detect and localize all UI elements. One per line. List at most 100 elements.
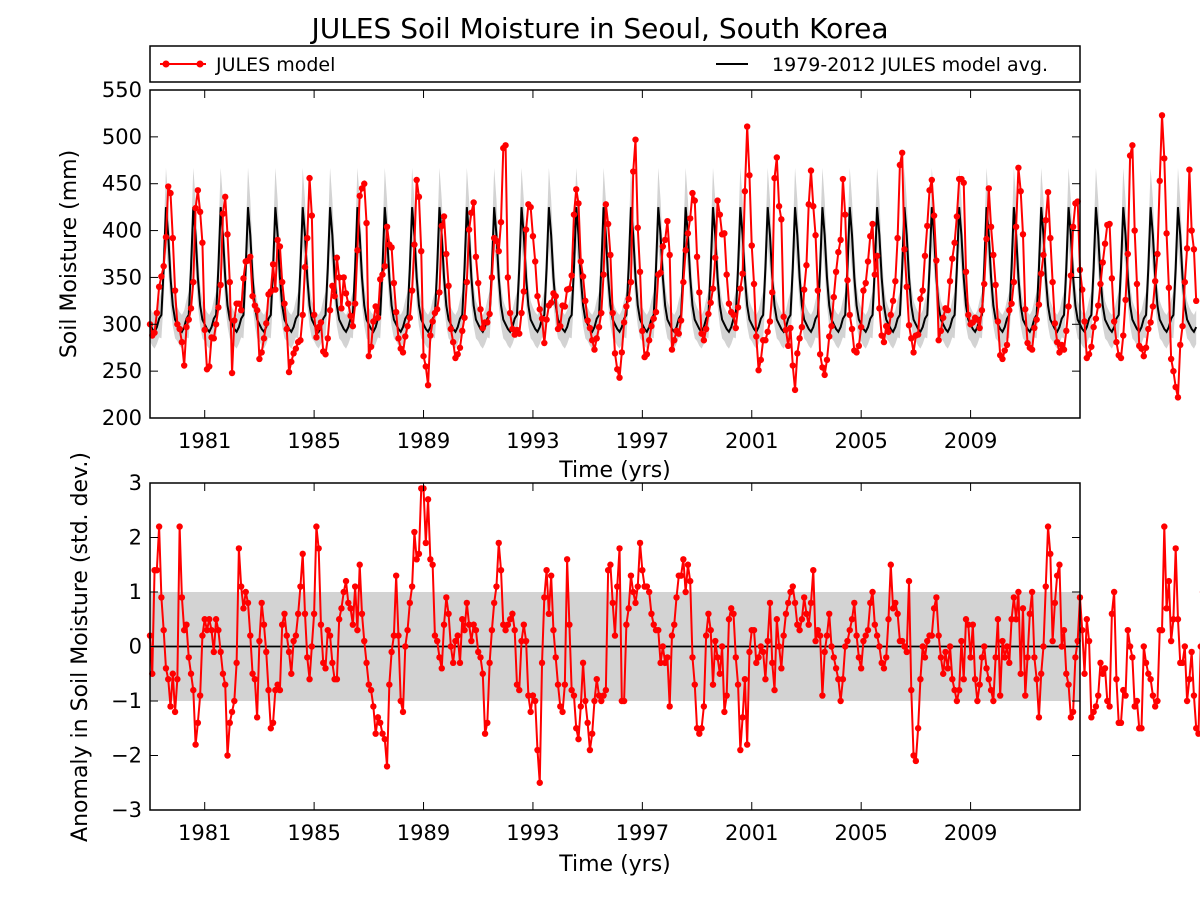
top-model-point <box>285 368 293 376</box>
bottom-model-point <box>155 523 163 530</box>
bottom-model-point <box>288 670 295 677</box>
bottom-model-point <box>814 626 822 634</box>
top-model-point <box>769 289 776 296</box>
bottom-model-point <box>643 583 651 590</box>
bottom-model-point <box>958 637 965 645</box>
top-model-point <box>1003 341 1011 349</box>
bottom-x-tick-label: 2005 <box>834 821 887 845</box>
bottom-model-point <box>445 610 452 617</box>
bottom-model-point <box>841 643 849 650</box>
top-model-point <box>798 323 806 331</box>
bottom-model-point <box>493 583 500 590</box>
bottom-model-point <box>905 577 913 585</box>
bottom-model-point <box>985 676 992 683</box>
bottom-model-point <box>757 643 765 650</box>
bottom-model-point <box>867 599 874 607</box>
bottom-model-point <box>862 632 869 639</box>
top-model-point <box>614 366 621 373</box>
top-model-point <box>185 316 192 323</box>
top-model-point <box>903 283 910 290</box>
top-model-point <box>162 233 170 241</box>
bottom-model-point <box>696 730 703 737</box>
top-model-point <box>304 234 311 242</box>
bottom-model-point <box>301 610 309 617</box>
bottom-model-point <box>828 643 835 650</box>
bottom-model-point <box>942 648 949 656</box>
top-model-point <box>167 189 174 197</box>
top-model-point <box>919 287 926 294</box>
bottom-x-tick-label: 1981 <box>178 821 231 845</box>
bottom-model-point <box>908 686 915 694</box>
bottom-model-point <box>174 676 181 683</box>
bottom-model-point <box>1063 670 1070 677</box>
bottom-model-series-layer <box>146 485 1200 786</box>
bottom-model-point <box>743 741 751 748</box>
bottom-model-point <box>231 697 238 705</box>
top-model-point <box>388 244 395 251</box>
top-model-point <box>835 248 842 256</box>
bottom-model-point <box>741 676 749 683</box>
top-model-point <box>363 219 370 227</box>
bottom-model-point <box>823 632 831 639</box>
bottom-model-point <box>167 703 174 710</box>
bottom-model-point <box>602 686 610 694</box>
bottom-model-point <box>648 610 655 617</box>
top-model-point <box>215 304 222 311</box>
bottom-model-point <box>671 621 678 628</box>
top-model-point <box>1154 250 1161 258</box>
bottom-model-point <box>557 703 564 710</box>
bottom-x-tick-label: 1993 <box>506 821 559 845</box>
top-model-point <box>766 318 774 325</box>
top-model-point <box>488 274 496 281</box>
top-model-point <box>924 222 931 230</box>
top-model-point <box>1101 240 1109 247</box>
bottom-model-point <box>187 670 195 677</box>
top-model-point <box>716 211 724 218</box>
bottom-model-point <box>281 610 288 617</box>
bottom-model-point <box>750 626 758 634</box>
top-model-point <box>981 280 988 288</box>
top-model-point <box>235 300 243 307</box>
top-model-point <box>408 287 416 294</box>
bottom-model-point <box>955 686 963 694</box>
top-model-point <box>714 197 721 204</box>
bottom-model-point <box>329 659 336 667</box>
bottom-x-tick-label: 1997 <box>616 821 669 845</box>
top-model-point <box>493 237 500 245</box>
top-model-point <box>764 328 771 335</box>
bottom-model-point <box>698 725 705 732</box>
bottom-model-point <box>702 632 710 639</box>
top-model-point <box>1001 347 1008 354</box>
top-model-point <box>404 322 411 330</box>
top-model-point <box>901 246 908 253</box>
top-model-point <box>1142 344 1150 351</box>
bottom-model-point <box>789 583 796 590</box>
bottom-model-point <box>753 659 760 667</box>
bottom-model-point <box>910 752 917 759</box>
top-model-point <box>570 211 578 218</box>
top-model-point <box>691 197 698 204</box>
top-model-point <box>985 185 992 192</box>
bottom-model-point <box>340 588 347 596</box>
bottom-model-point <box>413 556 420 563</box>
top-model-point <box>586 324 594 332</box>
bottom-model-point <box>851 599 858 607</box>
bottom-model-point <box>689 654 696 661</box>
top-model-point <box>812 232 819 239</box>
top-model-point <box>1069 223 1077 231</box>
bottom-model-point <box>153 567 161 574</box>
bottom-model-point <box>475 648 482 656</box>
top-model-point <box>709 285 717 292</box>
top-model-point <box>723 271 730 278</box>
top-model-point <box>951 239 958 246</box>
bottom-model-point <box>1081 670 1088 677</box>
top-model-point <box>707 299 714 306</box>
bottom-model-point <box>903 648 910 656</box>
top-model-point <box>584 317 591 324</box>
bottom-model-point <box>440 621 448 628</box>
bottom-model-point <box>1035 714 1043 721</box>
bottom-model-point <box>294 610 302 617</box>
bottom-model-point <box>377 719 384 726</box>
plot-frame-top <box>149 89 1081 419</box>
top-model-point <box>889 297 897 305</box>
